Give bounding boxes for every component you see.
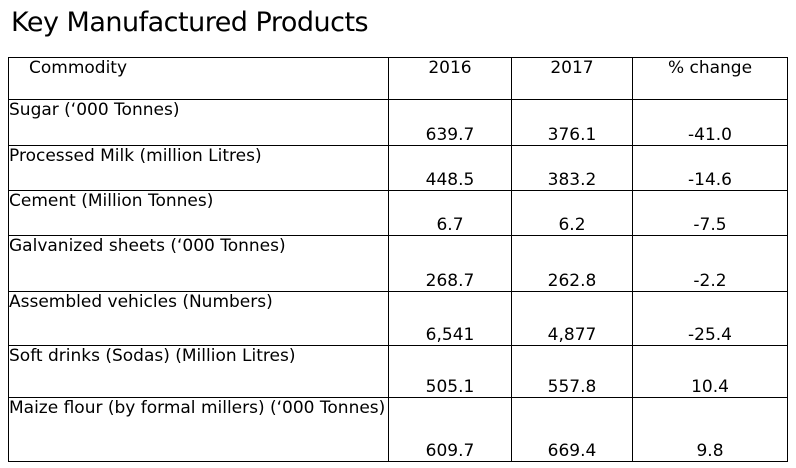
- cell-change: -14.6: [632, 145, 788, 191]
- cell-change: 10.4: [632, 345, 788, 398]
- cell-commodity: Assembled vehicles (Numbers): [8, 291, 389, 346]
- cell-2017: 6.2: [511, 190, 633, 236]
- cell-change: -7.5: [632, 190, 788, 236]
- cell-2016: 609.7: [388, 397, 512, 462]
- cell-change: 9.8: [632, 397, 788, 462]
- cell-commodity: Sugar (‘000 Tonnes): [8, 99, 389, 146]
- cell-change: -25.4: [632, 291, 788, 346]
- cell-commodity: Maize flour (by formal millers) (‘000 To…: [8, 397, 389, 462]
- table-row: Cement (Million Tonnes) 6.7 6.2 -7.5: [8, 190, 788, 236]
- cell-change: -41.0: [632, 99, 788, 146]
- cell-2017: 4,877: [511, 291, 633, 346]
- cell-commodity: Soft drinks (Sodas) (Million Litres): [8, 345, 389, 398]
- cell-2016: 505.1: [388, 345, 512, 398]
- table-row: Sugar (‘000 Tonnes) 639.7 376.1 -41.0: [8, 99, 788, 146]
- cell-2016: 268.7: [388, 235, 512, 292]
- header-commodity: Commodity: [8, 57, 389, 100]
- table-row: Processed Milk (million Litres) 448.5 38…: [8, 145, 788, 191]
- cell-2017: 376.1: [511, 99, 633, 146]
- header-2016: 2016: [388, 57, 512, 100]
- cell-2017: 557.8: [511, 345, 633, 398]
- cell-commodity: Cement (Million Tonnes): [8, 190, 389, 236]
- table-row: Maize flour (by formal millers) (‘000 To…: [8, 397, 788, 462]
- table-row: Galvanized sheets (‘000 Tonnes) 268.7 26…: [8, 235, 788, 292]
- page-title: Key Manufactured Products: [11, 7, 369, 38]
- table-row: Assembled vehicles (Numbers) 6,541 4,877…: [8, 291, 788, 346]
- cell-2016: 6.7: [388, 190, 512, 236]
- cell-change: -2.2: [632, 235, 788, 292]
- header-change: % change: [632, 57, 788, 100]
- table-header-row: Commodity 2016 2017 % change: [8, 57, 788, 100]
- cell-commodity: Processed Milk (million Litres): [8, 145, 389, 191]
- cell-commodity: Galvanized sheets (‘000 Tonnes): [8, 235, 389, 292]
- cell-2016: 6,541: [388, 291, 512, 346]
- cell-2017: 383.2: [511, 145, 633, 191]
- cell-2016: 639.7: [388, 99, 512, 146]
- table-row: Soft drinks (Sodas) (Million Litres) 505…: [8, 345, 788, 398]
- cell-2016: 448.5: [388, 145, 512, 191]
- products-table: Commodity 2016 2017 % change Sugar (‘000…: [8, 57, 788, 462]
- cell-2017: 262.8: [511, 235, 633, 292]
- header-2017: 2017: [511, 57, 633, 100]
- cell-2017: 669.4: [511, 397, 633, 462]
